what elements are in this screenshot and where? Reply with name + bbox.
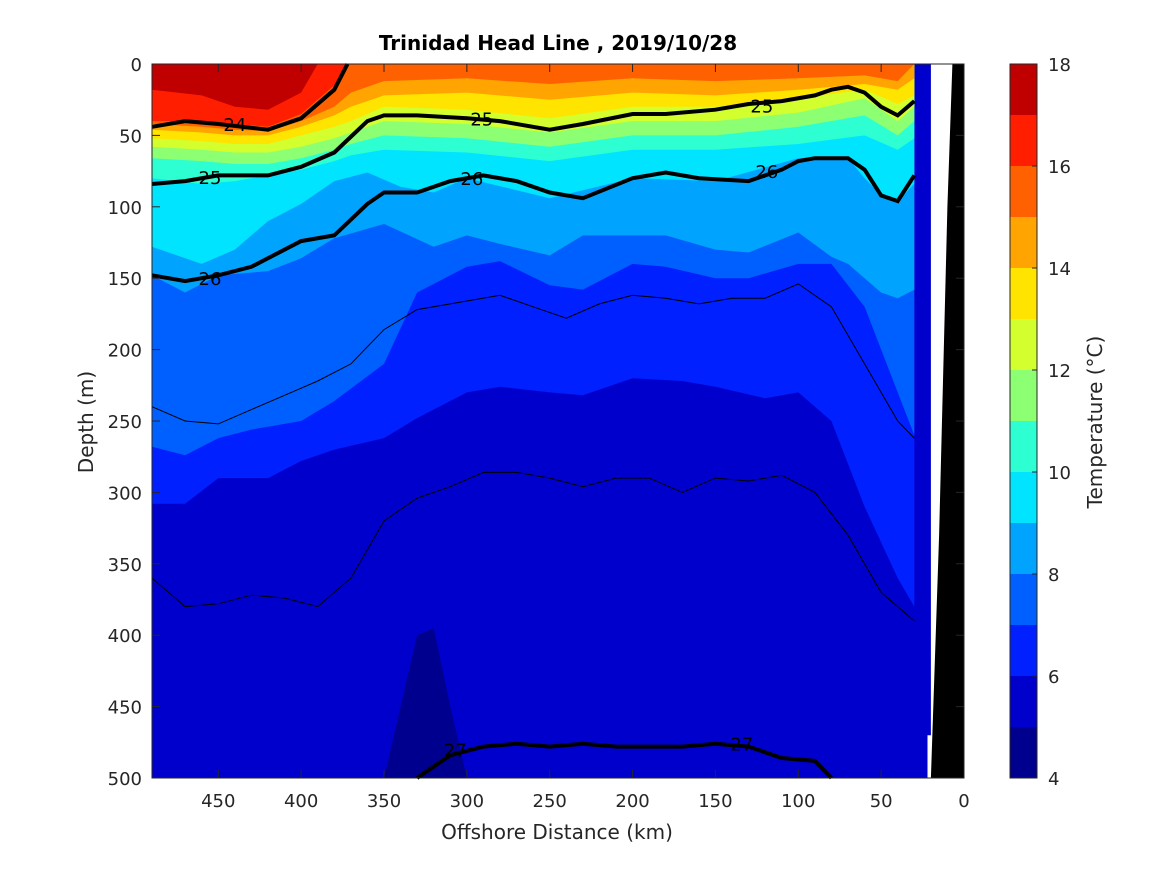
colorbar-segment — [1010, 523, 1037, 574]
colorbar-tick-label: 16 — [1048, 157, 1071, 178]
y-tick-label: 450 — [108, 698, 142, 719]
colorbar-segment — [1010, 64, 1037, 115]
colorbar-tick-label: 8 — [1048, 565, 1059, 586]
contour-label-26: 26 — [755, 162, 778, 183]
contour-label-26: 26 — [199, 269, 222, 290]
colorbar-segment — [1010, 370, 1037, 421]
colorbar: 4 6 8 10 12 14 16 18 — [1009, 55, 1071, 790]
x-tick-label: 200 — [615, 791, 649, 812]
contour-label-text: 27 — [444, 740, 467, 761]
isopycnal-27 — [415, 741, 833, 780]
temperature-band-4 — [384, 628, 467, 778]
x-tick-label: 150 — [698, 791, 732, 812]
isopycnal-24 — [151, 63, 350, 132]
y-axis-title: Depth (m) — [74, 371, 98, 473]
contour-label-text: 27 — [730, 735, 753, 756]
contour-label-25: 25 — [470, 109, 493, 130]
x-tick-label: 350 — [367, 791, 401, 812]
contour-label-25: 25 — [750, 96, 773, 117]
contour-label-text: 26 — [755, 162, 778, 183]
thin-contour-5 — [151, 471, 915, 622]
y-tick-label: 250 — [108, 412, 142, 433]
colorbar-segment — [1010, 676, 1037, 727]
contour-label-24: 24 — [223, 115, 246, 136]
contour-label-27: 27 — [730, 735, 753, 756]
contour-label-26: 26 — [460, 169, 483, 190]
y-tick-label: 350 — [108, 555, 142, 576]
colorbar-segment — [1010, 115, 1037, 166]
contour-label-27: 27 — [444, 740, 467, 761]
colorbar-tick-label: 18 — [1048, 55, 1071, 76]
y-tick-label: 200 — [108, 341, 142, 362]
contour-label-text: 25 — [750, 96, 773, 117]
x-tick-label: 50 — [870, 791, 893, 812]
temperature-band-15 — [152, 64, 915, 132]
y-tick-label: 0 — [131, 55, 142, 76]
plot-area: 24 25 26 25 26 25 26 27 27 — [151, 63, 964, 780]
contour-label-text: 25 — [470, 109, 493, 130]
colorbar-segment — [1010, 472, 1037, 523]
y-tick-label: 300 — [108, 483, 142, 504]
colorbar-tick-label: 6 — [1048, 667, 1059, 688]
temperature-band-17 — [152, 64, 318, 110]
x-tick-label: 250 — [533, 791, 567, 812]
x-tick-label: 450 — [201, 791, 235, 812]
x-tick-label: 0 — [958, 791, 969, 812]
colorbar-tick-label: 4 — [1048, 769, 1059, 790]
axes: 450 400 350 300 250 200 150 100 50 00501001502002… — [108, 55, 970, 812]
colorbar-tick-label: 12 — [1048, 361, 1071, 382]
colorbar-segment — [1010, 319, 1037, 370]
colorbar-segment — [1010, 625, 1037, 676]
colorbar-segment — [1010, 166, 1037, 217]
y-tick-label: 500 — [108, 769, 142, 790]
colorbar-segment — [1010, 421, 1037, 472]
y-tick-label: 50 — [119, 126, 142, 147]
colorbar-title: Temperature (°C) — [1083, 336, 1107, 510]
colorbar-frame — [1009, 63, 1038, 779]
contour-label-text: 26 — [199, 269, 222, 290]
colorbar-segment — [1010, 268, 1037, 319]
x-tick-label: 400 — [284, 791, 318, 812]
x-tick-label: 100 — [781, 791, 815, 812]
colorbar-segment — [1010, 217, 1037, 268]
colorbar-tick-label: 14 — [1048, 259, 1071, 280]
chart-title: Trinidad Head Line , 2019/10/28 — [379, 31, 737, 55]
y-tick-label: 100 — [108, 198, 142, 219]
contour-label-text: 25 — [199, 168, 222, 189]
thin-contour-4 — [151, 283, 915, 439]
isopycnal-25 — [151, 84, 916, 186]
y-tick-label: 400 — [108, 626, 142, 647]
colorbar-segment — [1010, 574, 1037, 625]
contour-label-25: 25 — [199, 168, 222, 189]
contour-label-text: 26 — [460, 169, 483, 190]
x-axis-title: Offshore Distance (km) — [441, 820, 673, 844]
x-tick-label: 300 — [450, 791, 484, 812]
contour-label-text: 24 — [223, 115, 246, 136]
y-tick-label: 150 — [108, 269, 142, 290]
colorbar-tick-label: 10 — [1048, 463, 1071, 484]
seafloor — [930, 64, 964, 778]
isopycnal-26 — [151, 156, 916, 284]
colorbar-segment — [1010, 727, 1037, 778]
